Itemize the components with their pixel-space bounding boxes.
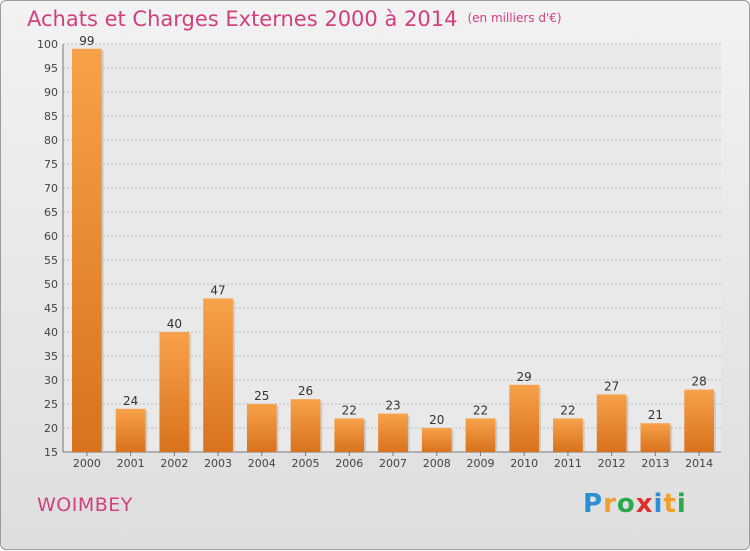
data-label: 22 (473, 403, 488, 417)
y-tick-label: 35 (44, 350, 58, 363)
logo-letter: r (603, 489, 617, 519)
bar (71, 48, 102, 453)
data-label: 22 (342, 403, 357, 417)
data-label: 47 (210, 283, 225, 297)
y-tick-label: 75 (44, 158, 58, 171)
chart-unit: (en milliers d'€) (467, 11, 562, 25)
data-label: 22 (560, 403, 575, 417)
y-tick-label: 70 (44, 182, 58, 195)
x-tick-label: 2006 (335, 457, 363, 470)
bar (553, 418, 583, 452)
bar (596, 394, 627, 452)
y-tick-label: 50 (44, 278, 58, 291)
x-tick-label: 2008 (423, 457, 451, 470)
y-tick-label: 95 (44, 62, 58, 75)
bar (290, 399, 321, 452)
bar (115, 408, 146, 452)
y-tick-label: 100 (37, 38, 58, 51)
bar (159, 332, 190, 452)
x-tick-label: 2002 (160, 457, 188, 470)
x-tick-label: 2013 (641, 457, 669, 470)
x-tick-label: 2003 (204, 457, 232, 470)
bar (684, 389, 715, 452)
data-label: 21 (648, 408, 663, 422)
data-label: 26 (298, 384, 313, 398)
logo-letter: o (616, 489, 636, 519)
x-tick-label: 2009 (466, 457, 494, 470)
y-tick-label: 45 (44, 302, 58, 315)
x-tick-label: 2011 (554, 457, 582, 470)
logo-letter: P (583, 489, 604, 519)
logo-letter: i (653, 489, 664, 519)
x-tick-label: 2014 (685, 457, 713, 470)
bar (509, 384, 540, 452)
data-label: 23 (385, 399, 400, 413)
x-tick-label: 2007 (379, 457, 407, 470)
logo-letter: i (676, 489, 687, 519)
data-label: 40 (167, 317, 182, 331)
data-label: 99 (79, 34, 94, 48)
proxiti-logo: Proxiti (583, 489, 687, 519)
bar (378, 413, 408, 452)
y-tick-label: 85 (44, 110, 58, 123)
x-tick-label: 2012 (598, 457, 626, 470)
y-tick-label: 65 (44, 206, 58, 219)
bar (640, 423, 671, 452)
logo-letter: x (635, 489, 654, 519)
y-tick-label: 90 (44, 86, 58, 99)
data-label: 20 (429, 413, 444, 427)
x-tick-label: 2000 (73, 457, 101, 470)
logo-letter: t (663, 489, 677, 519)
x-tick-label: 2010 (510, 457, 538, 470)
y-tick-label: 15 (44, 446, 58, 459)
x-tick-label: 2004 (248, 457, 276, 470)
y-tick-label: 30 (44, 374, 58, 387)
data-label: 29 (517, 370, 532, 384)
y-tick-label: 80 (44, 134, 58, 147)
y-tick-label: 25 (44, 398, 58, 411)
bar (421, 428, 452, 452)
y-tick-label: 55 (44, 254, 58, 267)
data-label: 25 (254, 389, 269, 403)
y-tick-label: 20 (44, 422, 58, 435)
chart-title: Achats et Charges Externes 2000 à 2014 (e… (27, 7, 562, 31)
data-label: 24 (123, 394, 138, 408)
bar (334, 418, 365, 452)
data-label: 28 (691, 375, 706, 389)
x-tick-label: 2001 (117, 457, 145, 470)
bar (246, 404, 277, 452)
x-tick-label: 2005 (292, 457, 320, 470)
bar (465, 418, 496, 452)
commune-name: WOIMBEY (37, 494, 133, 516)
y-tick-label: 40 (44, 326, 58, 339)
y-tick-label: 60 (44, 230, 58, 243)
data-label: 27 (604, 379, 619, 393)
bar (203, 298, 233, 452)
chart-title-text: Achats et Charges Externes 2000 à 2014 (27, 7, 458, 31)
